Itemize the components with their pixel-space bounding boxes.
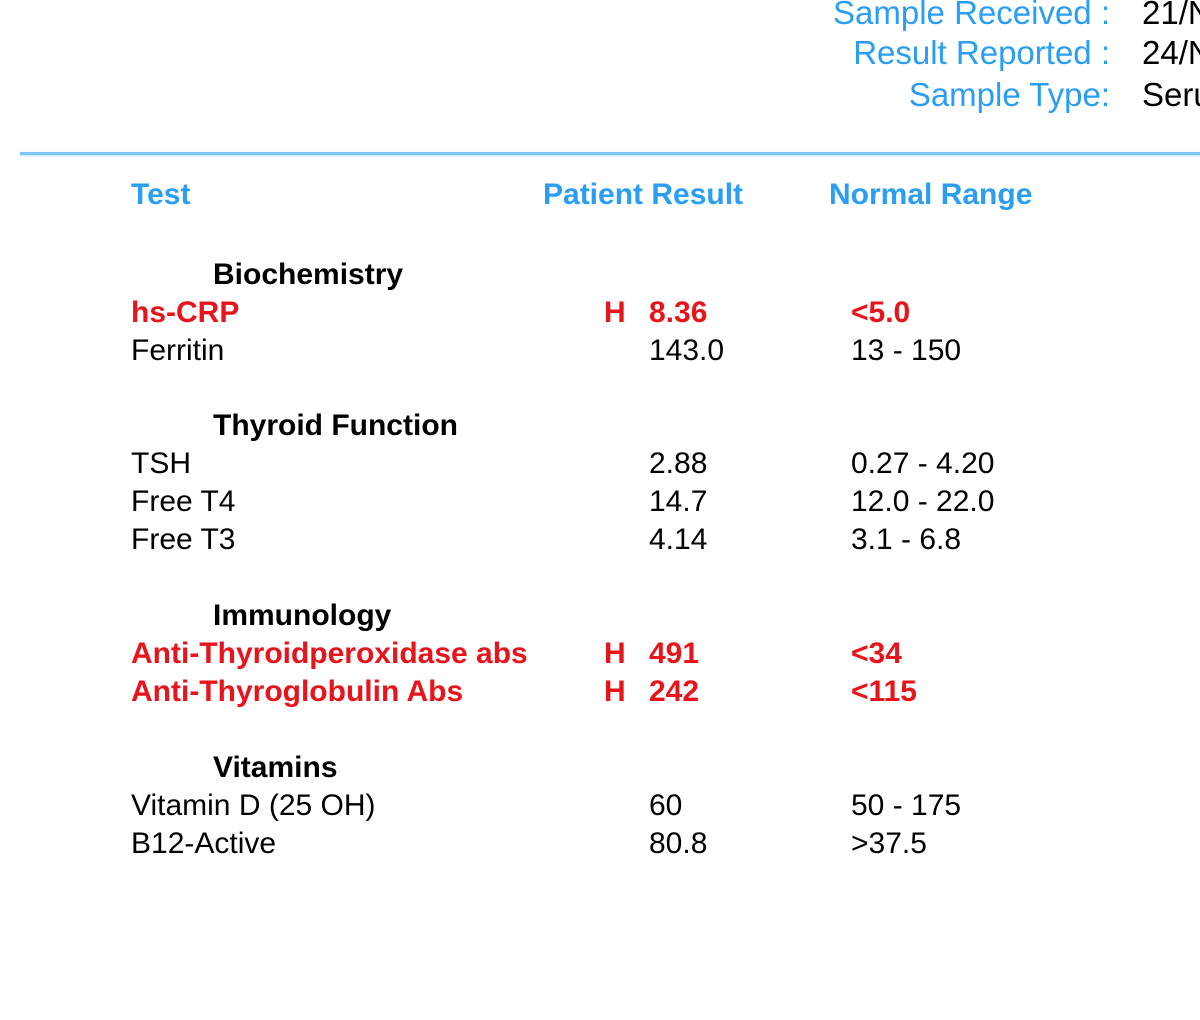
result-row: Anti-Thyroglobulin Abs H 242 <115 bbox=[0, 675, 1200, 713]
test-name: Free T4 bbox=[131, 485, 236, 518]
result-row: hs-CRP H 8.36 <5.0 bbox=[0, 296, 1200, 334]
high-flag: H bbox=[604, 296, 626, 329]
sample-received-label: Sample Received : bbox=[833, 0, 1110, 31]
normal-range-value: 50 - 175 bbox=[851, 789, 962, 822]
normal-range-value: <5.0 bbox=[851, 296, 911, 329]
result-row: B12-Active 80.8 >37.5 bbox=[0, 827, 1200, 865]
normal-range-value: 0.27 - 4.20 bbox=[851, 447, 995, 480]
section-title: Immunology bbox=[213, 599, 392, 632]
sample-type-value: Seru bbox=[1142, 76, 1200, 113]
column-header-result: Patient Result bbox=[543, 178, 744, 211]
normal-range-value: 3.1 - 6.8 bbox=[851, 523, 962, 556]
result-reported-value: 24/N bbox=[1142, 34, 1200, 71]
patient-result-value: 60 bbox=[649, 789, 683, 822]
normal-range-value: 13 - 150 bbox=[851, 334, 962, 367]
patient-result-value: 80.8 bbox=[649, 827, 708, 860]
section-title: Thyroid Function bbox=[213, 409, 458, 442]
test-name: TSH bbox=[131, 447, 191, 480]
section-title: Vitamins bbox=[213, 751, 338, 784]
patient-result-value: 14.7 bbox=[649, 485, 708, 518]
test-name: Ferritin bbox=[131, 334, 225, 367]
test-name: Vitamin D (25 OH) bbox=[131, 789, 376, 822]
test-name: hs-CRP bbox=[131, 296, 240, 329]
patient-result-value: 242 bbox=[649, 675, 700, 708]
patient-result-value: 491 bbox=[649, 637, 700, 670]
result-row: Free T4 14.7 12.0 - 22.0 bbox=[0, 485, 1200, 523]
patient-result-value: 143.0 bbox=[649, 334, 725, 367]
patient-result-value: 2.88 bbox=[649, 447, 708, 480]
test-name: Free T3 bbox=[131, 523, 236, 556]
result-row: Ferritin 143.0 13 - 150 bbox=[0, 334, 1200, 372]
column-header-range: Normal Range bbox=[829, 178, 1033, 211]
header-divider bbox=[20, 152, 1200, 155]
sample-received-value: 21/N bbox=[1142, 0, 1200, 31]
high-flag: H bbox=[604, 637, 626, 670]
normal-range-value: >37.5 bbox=[851, 827, 927, 860]
test-name: Anti-Thyroidperoxidase abs bbox=[131, 637, 528, 670]
result-row: Free T3 4.14 3.1 - 6.8 bbox=[0, 523, 1200, 561]
result-reported-label: Result Reported : bbox=[853, 34, 1110, 71]
result-row: TSH 2.88 0.27 - 4.20 bbox=[0, 447, 1200, 485]
normal-range-value: <34 bbox=[851, 637, 902, 670]
normal-range-value: <115 bbox=[851, 675, 917, 708]
patient-result-value: 8.36 bbox=[649, 296, 708, 329]
patient-result-value: 4.14 bbox=[649, 523, 708, 556]
result-row: Anti-Thyroidperoxidase abs H 491 <34 bbox=[0, 637, 1200, 675]
test-name: Anti-Thyroglobulin Abs bbox=[131, 675, 464, 708]
high-flag: H bbox=[604, 675, 626, 708]
result-row: Vitamin D (25 OH) 60 50 - 175 bbox=[0, 789, 1200, 827]
test-name: B12-Active bbox=[131, 827, 277, 860]
sample-type-label: Sample Type: bbox=[908, 76, 1110, 113]
normal-range-value: 12.0 - 22.0 bbox=[851, 485, 995, 518]
section-title: Biochemistry bbox=[213, 258, 404, 291]
column-header-test: Test bbox=[131, 178, 191, 211]
